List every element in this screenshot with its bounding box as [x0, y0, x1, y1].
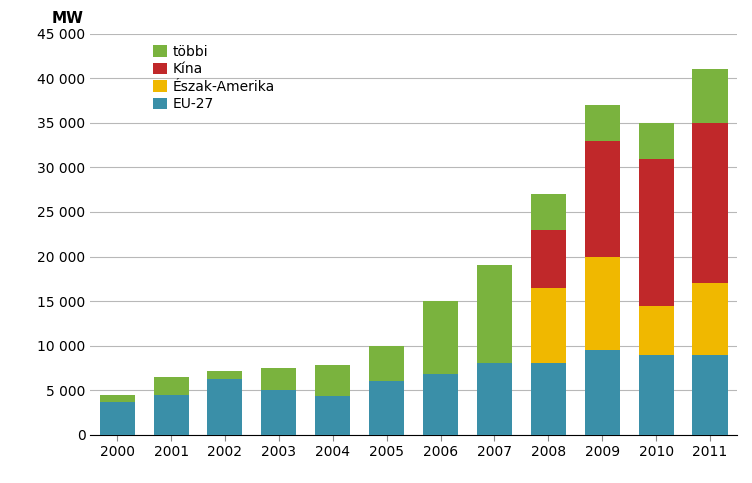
- Bar: [315, 365, 350, 397]
- Bar: [531, 363, 566, 435]
- Bar: [423, 301, 458, 374]
- Bar: [585, 256, 620, 350]
- Bar: [423, 374, 458, 435]
- Bar: [585, 350, 620, 435]
- Bar: [477, 363, 512, 435]
- Bar: [208, 370, 242, 380]
- Bar: [693, 123, 727, 283]
- Bar: [369, 346, 404, 381]
- Bar: [477, 266, 512, 363]
- Bar: [153, 395, 189, 435]
- Bar: [531, 194, 566, 230]
- Bar: [638, 158, 674, 306]
- Bar: [585, 141, 620, 256]
- Bar: [315, 397, 350, 435]
- Text: MW: MW: [52, 11, 83, 26]
- Bar: [638, 123, 674, 158]
- Bar: [638, 355, 674, 435]
- Bar: [262, 390, 296, 435]
- Bar: [262, 368, 296, 390]
- Bar: [638, 306, 674, 355]
- Bar: [531, 288, 566, 363]
- Bar: [693, 355, 727, 435]
- Bar: [100, 402, 135, 435]
- Bar: [369, 381, 404, 435]
- Bar: [693, 283, 727, 355]
- Bar: [100, 395, 135, 402]
- Bar: [693, 70, 727, 123]
- Bar: [153, 377, 189, 395]
- Bar: [585, 105, 620, 141]
- Bar: [531, 230, 566, 288]
- Legend: többi, Kína, Észak-Amerika, EU-27: többi, Kína, Észak-Amerika, EU-27: [149, 41, 279, 115]
- Bar: [208, 380, 242, 435]
